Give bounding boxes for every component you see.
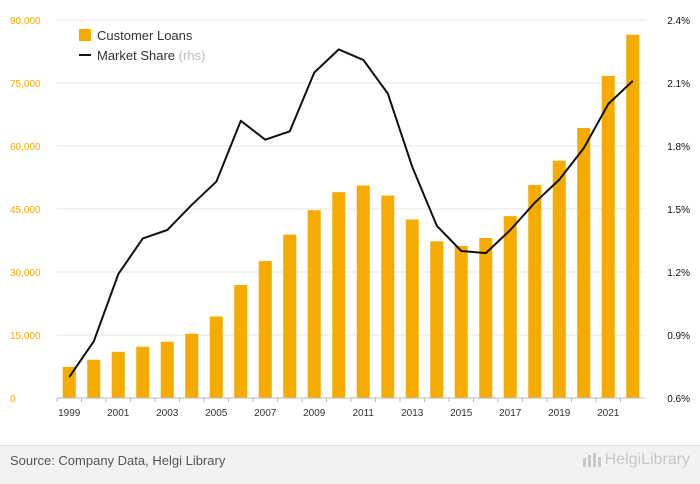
x-tick-label: 2007	[254, 408, 277, 419]
left-axis: 0 15,000 30,000 45,000 60,000 75,000 90,000	[10, 16, 41, 405]
bar	[454, 245, 468, 398]
bar	[430, 241, 444, 398]
bar	[111, 351, 125, 398]
bar	[626, 34, 640, 398]
x-axis: 1999 2001 2003 2005 2007 2009 2011 2013 2015 2017…	[56, 397, 645, 419]
bar	[209, 316, 223, 398]
bar-series	[62, 34, 640, 399]
y-right-tick-label: 2.1%	[667, 79, 690, 90]
y-right-tick-label: 1.2%	[667, 268, 690, 279]
legend: Customer Loans Market Share (rhs)	[79, 28, 205, 63]
y-right-tick-label: 2.4%	[667, 16, 690, 27]
y-right-tick-label: 0.9%	[667, 331, 690, 342]
bar	[62, 366, 76, 398]
x-tick-label: 2021	[597, 408, 620, 419]
legend-bar-label: Customer Loans	[97, 28, 193, 43]
x-tick-label: 2001	[107, 408, 130, 419]
x-tick-label: 2011	[352, 408, 374, 419]
x-tick-label: 2017	[499, 408, 522, 419]
bar	[356, 185, 370, 398]
bar	[185, 333, 199, 398]
y-right-tick-label: 0.6%	[667, 394, 690, 405]
bar	[283, 234, 297, 398]
library-icon	[582, 453, 601, 467]
y-left-tick-label: 75,000	[10, 79, 41, 90]
bar	[307, 210, 321, 398]
x-tick-label: 2015	[450, 408, 473, 419]
bar	[405, 219, 419, 398]
y-right-tick-label: 1.5%	[667, 205, 690, 216]
right-axis: 0.6% 0.9% 1.2% 1.5% 1.8% 2.1% 2.4%	[667, 16, 690, 405]
legend-bar-swatch	[79, 29, 91, 41]
bar	[87, 359, 101, 398]
bar	[258, 261, 272, 398]
x-tick-label: 2009	[303, 408, 326, 419]
brand-name: HelgiLibrary	[604, 451, 690, 468]
y-left-tick-label: 45,000	[10, 205, 41, 216]
bar	[577, 127, 591, 398]
bar	[503, 216, 517, 398]
y-left-tick-label: 90,000	[10, 16, 41, 27]
bar	[479, 237, 493, 398]
bar	[381, 195, 395, 398]
footer-bar: Source: Company Data, Helgi Library Helg…	[0, 445, 700, 484]
x-tick-label: 2005	[205, 408, 228, 419]
bar	[332, 192, 346, 398]
y-left-tick-label: 60,000	[10, 142, 41, 153]
y-right-tick-label: 1.8%	[667, 142, 690, 153]
bar	[160, 341, 174, 398]
bar	[601, 75, 615, 399]
line-series	[68, 48, 634, 378]
brand-logo: HelgiLibrary	[582, 451, 690, 469]
bar	[528, 185, 542, 398]
bar	[552, 160, 566, 398]
gridlines	[57, 19, 645, 336]
chart-canvas: 0 15,000 30,000 45,000 60,000 75,000 90,000 0.…	[10, 16, 690, 419]
x-tick-label: 2019	[548, 408, 571, 419]
y-left-tick-label: 30,000	[10, 268, 41, 279]
legend-line-label: Market Share (rhs)	[97, 48, 205, 63]
x-tick-label: 2013	[401, 408, 424, 419]
y-left-tick-label: 0	[10, 394, 16, 405]
market-share-line	[68, 48, 634, 378]
y-left-tick-label: 15,000	[10, 331, 41, 342]
x-tick-label: 2003	[156, 408, 179, 419]
bar	[234, 285, 248, 398]
bar	[136, 346, 150, 398]
x-tick-label: 1999	[58, 408, 81, 419]
source-note: Source: Company Data, Helgi Library	[10, 453, 226, 468]
